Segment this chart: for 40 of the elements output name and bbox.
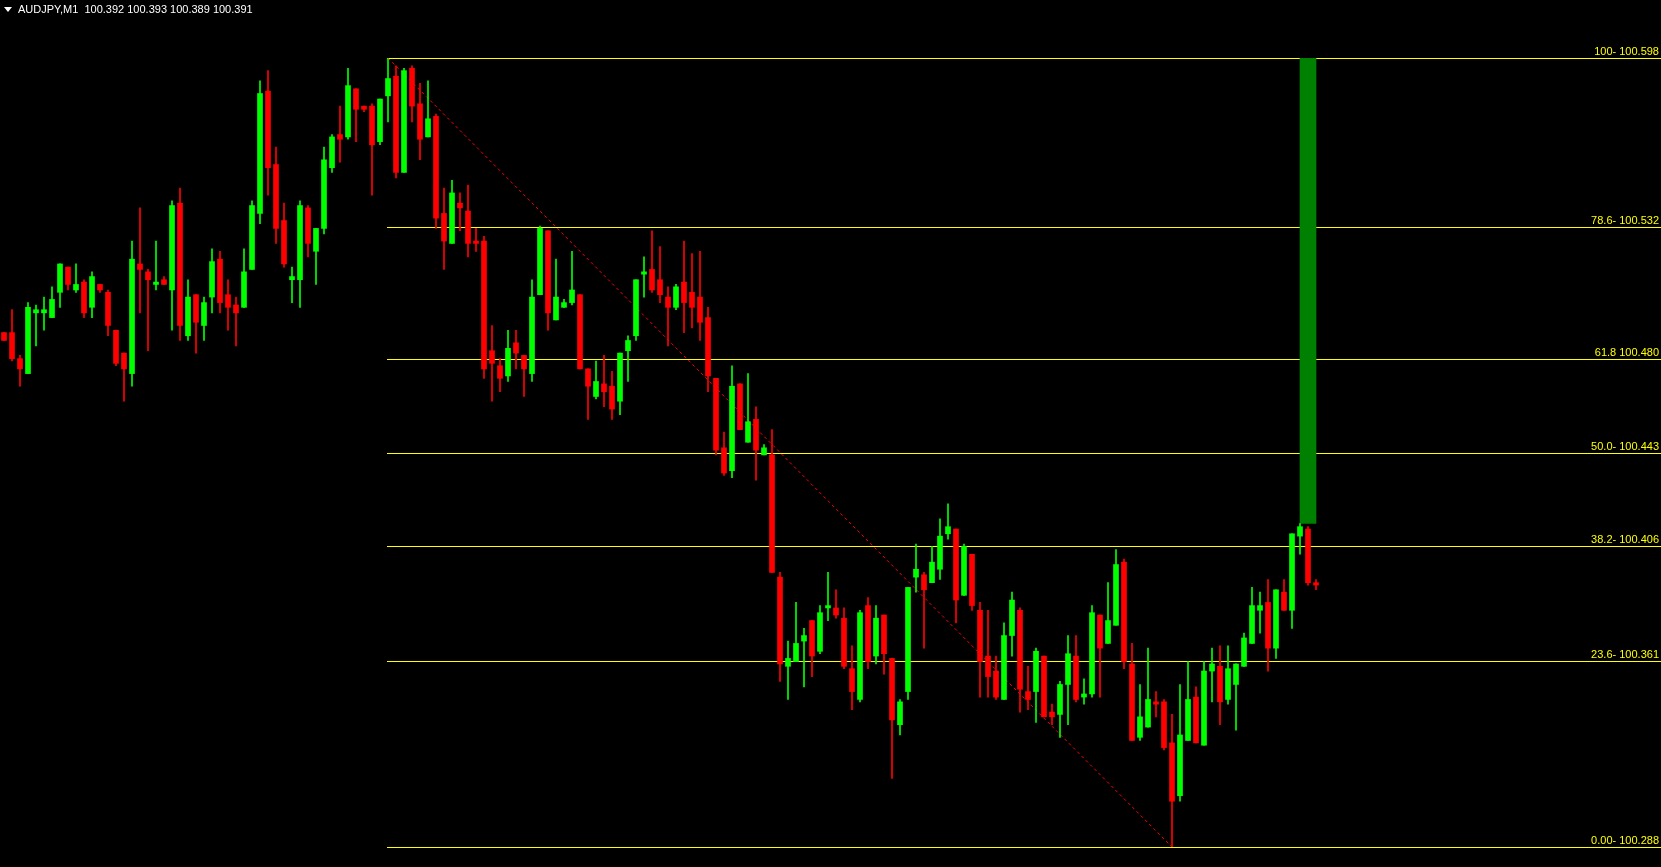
candlestick: [1153, 691, 1159, 718]
candlestick: [641, 256, 647, 298]
candlestick: [689, 253, 695, 329]
ref-line-label: 78.6- 100.532: [1591, 214, 1659, 227]
ref-line-label: 0.00- 100.288: [1591, 834, 1659, 847]
ref-line-label: 23.6- 100.361: [1591, 648, 1659, 661]
ref-line-label: 38.2- 100.406: [1591, 533, 1659, 546]
candlestick: [473, 228, 479, 252]
candlestick: [921, 572, 927, 649]
ref-line-label: 100- 100.598: [1594, 45, 1659, 58]
candlestick: [569, 250, 575, 306]
candlestick: [145, 269, 151, 352]
candlestick: [665, 286, 671, 347]
candlestick: [137, 207, 143, 314]
candlestick: [41, 296, 47, 331]
candlestick: [1049, 703, 1055, 726]
ref-line-label: 50.0- 100.443: [1591, 440, 1659, 453]
candlestick: [1209, 647, 1215, 703]
ref-line-label: 61.8 100.480: [1594, 346, 1659, 359]
candlestick: [913, 543, 919, 593]
candlestick: [73, 263, 79, 293]
candlestick: [153, 240, 159, 291]
candlestick: [785, 640, 791, 700]
candlestick: [625, 335, 631, 382]
candlestick: [985, 609, 991, 698]
candlestick: [33, 304, 39, 347]
candlestick: [233, 296, 239, 347]
candlestick: [681, 240, 687, 333]
candlestick: [489, 325, 495, 402]
candlestick: [289, 266, 295, 303]
candlestick: [825, 572, 831, 621]
chart-title: AUDJPY,M1 100.392 100.393 100.389 100.391: [18, 3, 253, 15]
candlestick: [833, 589, 839, 619]
candlestick: [457, 192, 463, 232]
candlestick: [337, 105, 343, 163]
candlestick: [601, 355, 607, 408]
candlestick: [945, 503, 951, 540]
candlestick: [1025, 665, 1031, 711]
candlestick: [801, 628, 807, 688]
candlestick: [1257, 591, 1263, 634]
